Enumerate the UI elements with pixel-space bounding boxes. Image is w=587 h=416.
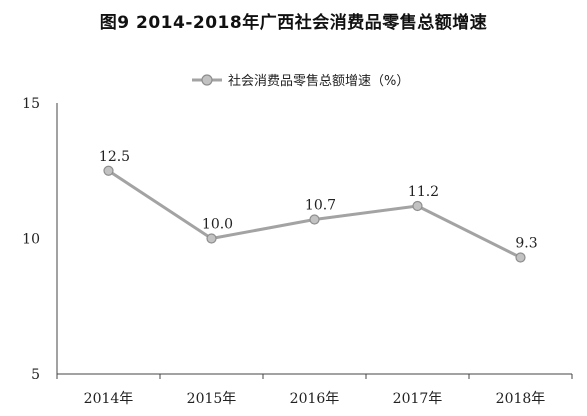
data-point <box>206 233 217 244</box>
series-polyline <box>107 169 522 259</box>
data-label: 11.2 <box>408 184 439 200</box>
series-line <box>107 169 522 259</box>
y-tick-label: 5 <box>31 367 40 383</box>
data-labels: 12.5 10.0 10.7 11.2 9.3 <box>99 149 538 252</box>
legend-marker-swatch <box>201 74 213 86</box>
data-label: 9.3 <box>515 235 537 251</box>
y-tick-label: 15 <box>22 96 40 112</box>
x-tick-label: 2016年 <box>290 391 340 407</box>
x-axis-tick-labels: 2014年 2015年 2016年 2017年 2018年 <box>56 374 573 407</box>
legend-label: 社会消费品零售总额增速（%） <box>228 73 409 89</box>
data-point <box>309 214 320 225</box>
legend: 社会消费品零售总额增速（%） <box>192 73 409 89</box>
x-tick-label: 2018年 <box>496 391 546 407</box>
chart-title: 图9 2014-2018年广西社会消费品零售总额增速 <box>99 13 488 33</box>
x-tick-label: 2017年 <box>393 391 443 407</box>
data-label: 10.7 <box>305 198 336 214</box>
x-tick-label: 2014年 <box>84 391 134 407</box>
x-tick-label: 2015年 <box>187 391 237 407</box>
data-label: 10.0 <box>202 217 233 233</box>
data-label: 12.5 <box>99 149 130 165</box>
y-tick-label: 10 <box>22 232 40 248</box>
data-points <box>103 165 526 263</box>
axes <box>56 103 572 375</box>
data-point <box>412 200 423 212</box>
data-point <box>515 252 526 263</box>
data-point <box>103 165 114 176</box>
y-axis-tick-labels: 5 10 15 <box>22 96 40 383</box>
